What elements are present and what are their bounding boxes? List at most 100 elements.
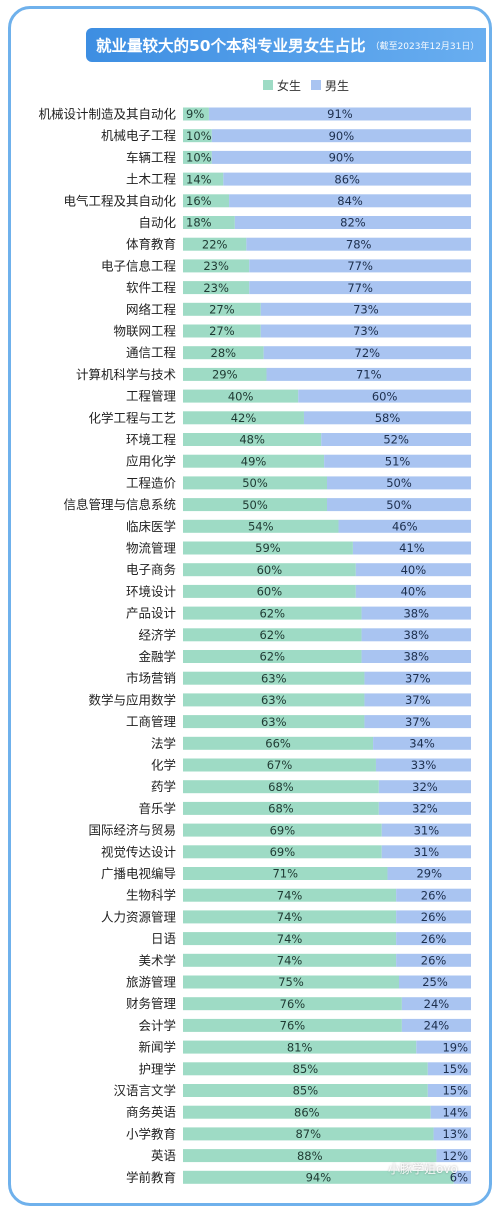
value-label-female: 50%	[242, 498, 268, 512]
value-label-male: 38%	[403, 650, 429, 664]
value-label-female: 14%	[186, 172, 212, 186]
bar-female	[183, 476, 327, 490]
category-label: 法学	[151, 736, 176, 751]
value-label-female: 74%	[277, 932, 303, 946]
legend-item-male: 男生	[311, 77, 349, 94]
bar-male	[401, 997, 471, 1011]
bar-male	[396, 953, 471, 967]
category-label: 日语	[151, 931, 176, 946]
category-label: 环境工程	[126, 432, 177, 447]
category-label: 应用化学	[126, 454, 176, 469]
bar-female	[183, 563, 356, 577]
value-label-female: 60%	[257, 585, 283, 599]
value-label-male: 6%	[450, 1171, 468, 1185]
category-label: 工商管理	[126, 714, 177, 729]
value-label-male: 31%	[414, 845, 440, 859]
value-label-male: 15%	[442, 1084, 468, 1098]
title-bar: 就业量较大的50个本科专业男女生占比 （截至2023年12月31日）	[86, 28, 486, 62]
category-label: 软件工程	[126, 280, 177, 295]
value-label-female: 10%	[186, 129, 212, 143]
value-label-female: 49%	[241, 454, 267, 468]
value-label-female: 75%	[278, 975, 304, 989]
bar-male	[249, 259, 471, 273]
value-label-male: 72%	[355, 346, 381, 360]
bar-male	[361, 606, 471, 620]
bar-male	[364, 671, 471, 685]
bar-female	[183, 237, 247, 251]
value-label-female: 63%	[261, 671, 287, 685]
value-label-female: 81%	[287, 1040, 313, 1054]
value-label-male: 73%	[353, 324, 379, 338]
category-label: 自动化	[138, 215, 176, 230]
bar-female	[183, 584, 356, 598]
value-label-female: 10%	[186, 151, 212, 165]
legend-label-male: 男生	[325, 78, 350, 93]
category-label: 电子商务	[126, 562, 176, 577]
category-label: 汉语言文学	[113, 1083, 176, 1098]
value-label-female: 62%	[259, 650, 285, 664]
bar-female	[183, 1018, 402, 1032]
value-label-male: 77%	[347, 281, 373, 295]
category-label: 信息管理与信息系统	[63, 497, 176, 512]
value-label-male: 29%	[416, 867, 442, 881]
bar-male	[361, 628, 471, 642]
bar-female	[183, 1084, 428, 1097]
value-label-female: 62%	[259, 606, 285, 620]
value-label-female: 9%	[186, 107, 204, 121]
bar-male	[260, 302, 471, 316]
value-label-male: 37%	[405, 715, 431, 729]
value-label-female: 23%	[203, 259, 229, 273]
bar-female	[183, 715, 365, 729]
bar-female	[183, 216, 235, 229]
bar-female	[183, 194, 230, 208]
category-label: 机械设计制造及其自动化	[38, 107, 176, 122]
watermark: 小豚学姐ovo	[388, 1162, 458, 1176]
bar-female	[183, 1149, 437, 1163]
category-label: 广播电视编导	[101, 866, 176, 881]
category-label: 市场营销	[126, 671, 176, 686]
value-label-male: 41%	[399, 541, 425, 555]
bar-male	[338, 519, 471, 533]
value-label-male: 58%	[375, 411, 401, 425]
bar-male	[430, 1105, 471, 1119]
category-label: 机械电子工程	[101, 128, 177, 143]
bar-female	[183, 498, 327, 512]
bar-male	[208, 107, 472, 121]
value-label-male: 26%	[421, 932, 447, 946]
value-label-male: 34%	[409, 737, 435, 751]
category-label: 商务英语	[126, 1105, 176, 1120]
category-label: 工程管理	[126, 389, 177, 404]
bar-male	[373, 736, 471, 750]
category-label: 美术学	[138, 953, 176, 968]
bar-male	[246, 237, 471, 251]
bar-male	[249, 281, 471, 295]
category-label: 生物科学	[126, 888, 176, 903]
bar-male	[364, 715, 471, 729]
value-label-female: 74%	[277, 910, 303, 924]
bar-female	[183, 867, 388, 880]
bar-female	[183, 541, 353, 555]
bar-male	[324, 454, 471, 468]
legend: 女生 男生	[263, 76, 359, 94]
bar-female	[183, 628, 362, 642]
category-label: 环境设计	[126, 584, 176, 599]
value-label-male: 32%	[412, 780, 438, 794]
value-label-male: 90%	[329, 129, 355, 143]
bar-male	[401, 1018, 471, 1032]
bar-female	[183, 932, 397, 946]
bar-female	[183, 910, 397, 924]
category-label: 计算机科学与技术	[76, 367, 177, 382]
legend-swatch-female	[263, 80, 273, 90]
category-label: 数学与应用数学	[88, 692, 176, 707]
value-label-female: 23%	[203, 281, 229, 295]
category-label: 人力资源管理	[101, 909, 177, 924]
value-label-female: 48%	[239, 433, 265, 447]
bar-female	[183, 129, 212, 143]
value-label-male: 12%	[442, 1149, 468, 1163]
bar-male	[375, 758, 471, 772]
bar-female	[183, 801, 379, 815]
bar-female	[183, 389, 299, 403]
value-label-male: 77%	[347, 259, 373, 273]
bar-male	[298, 389, 471, 403]
